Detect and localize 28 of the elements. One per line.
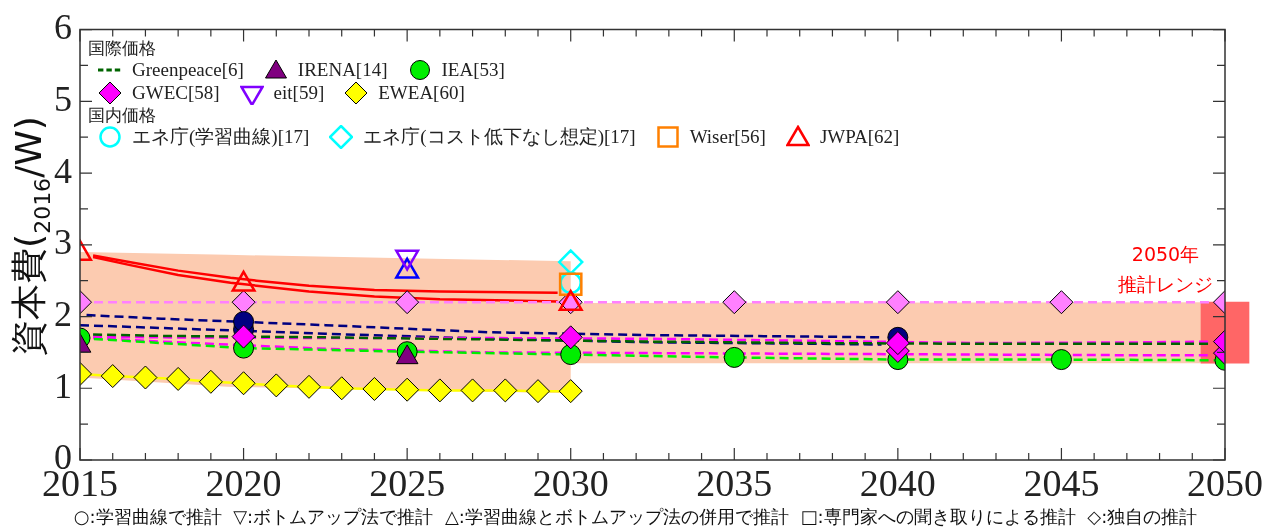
annotation: 2050年 xyxy=(1131,243,1200,266)
annotation: 国内価格 xyxy=(88,104,157,126)
x-tick-label: 2035 xyxy=(696,461,773,504)
legend-label: IEA[53] xyxy=(441,59,505,82)
legend-label: エネ庁(学習曲線)[17] xyxy=(132,125,310,150)
legend-label: EWEA[60] xyxy=(378,82,465,105)
legend-label: IRENA[14] xyxy=(297,59,388,82)
y-tick-label: 1 xyxy=(54,365,72,406)
text: ○:学習曲線で推計 ▽:ボトムアップ法で推計 △:学習曲線とボトムアップ法の併用で推計 □:専門家への聞き取りによる推計 ◇:独自の推計 xyxy=(72,505,1199,527)
y-tick-label: 6 xyxy=(54,7,72,48)
y-tick-label: 3 xyxy=(54,222,72,263)
legend-label: GWEC[58] xyxy=(132,82,220,105)
x-tick-label: 2025 xyxy=(369,461,446,504)
x-tick-label: 2050 xyxy=(1187,461,1263,504)
x-tick-label: 2040 xyxy=(859,461,936,504)
legend-title: 国際価格 xyxy=(88,37,157,59)
legend-label: JWPA[62] xyxy=(819,126,900,149)
annotation: 推計レンジ xyxy=(1118,273,1213,296)
x-tick-label: 2030 xyxy=(532,461,609,504)
y-tick-label: 2 xyxy=(54,293,72,334)
x-tick-label: 2020 xyxy=(205,461,282,504)
legend-label: Greenpeace[6] xyxy=(132,59,244,82)
y-tick-label: 5 xyxy=(54,78,72,119)
legend-label: Wiser[56] xyxy=(689,126,766,149)
x-tick-label: 2045 xyxy=(1023,461,1100,504)
y-tick-label: 4 xyxy=(54,150,72,191)
legend-label: エネ庁(コスト低下なし想定)[17] xyxy=(363,125,636,150)
legend-label: eit[59] xyxy=(273,82,325,105)
